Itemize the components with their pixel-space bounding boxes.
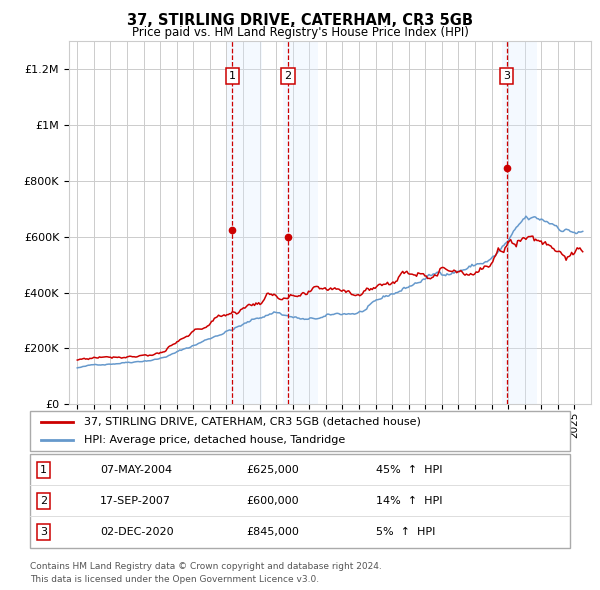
Text: 45%  ↑  HPI: 45% ↑ HPI [376,465,442,475]
Text: £625,000: £625,000 [246,465,299,475]
Text: 07-MAY-2004: 07-MAY-2004 [100,465,172,475]
FancyBboxPatch shape [30,454,570,548]
Text: Contains HM Land Registry data © Crown copyright and database right 2024.: Contains HM Land Registry data © Crown c… [30,562,382,571]
Text: 2: 2 [40,496,47,506]
Bar [502,41,536,404]
Text: 1: 1 [229,71,236,81]
Text: 1: 1 [40,465,47,475]
Text: 3: 3 [503,71,511,81]
Bar [283,41,318,404]
Text: 2: 2 [284,71,292,81]
Text: 02-DEC-2020: 02-DEC-2020 [100,527,174,537]
Text: 14%  ↑  HPI: 14% ↑ HPI [376,496,442,506]
Text: This data is licensed under the Open Government Licence v3.0.: This data is licensed under the Open Gov… [30,575,319,584]
Text: 5%  ↑  HPI: 5% ↑ HPI [376,527,435,537]
Text: £600,000: £600,000 [246,496,299,506]
FancyBboxPatch shape [30,411,570,451]
Text: HPI: Average price, detached house, Tandridge: HPI: Average price, detached house, Tand… [84,434,345,444]
Text: 17-SEP-2007: 17-SEP-2007 [100,496,171,506]
Text: 37, STIRLING DRIVE, CATERHAM, CR3 5GB: 37, STIRLING DRIVE, CATERHAM, CR3 5GB [127,13,473,28]
Bar [227,41,262,404]
Text: 37, STIRLING DRIVE, CATERHAM, CR3 5GB (detached house): 37, STIRLING DRIVE, CATERHAM, CR3 5GB (d… [84,417,421,427]
Text: 3: 3 [40,527,47,537]
Text: Price paid vs. HM Land Registry's House Price Index (HPI): Price paid vs. HM Land Registry's House … [131,26,469,39]
Text: £845,000: £845,000 [246,527,299,537]
